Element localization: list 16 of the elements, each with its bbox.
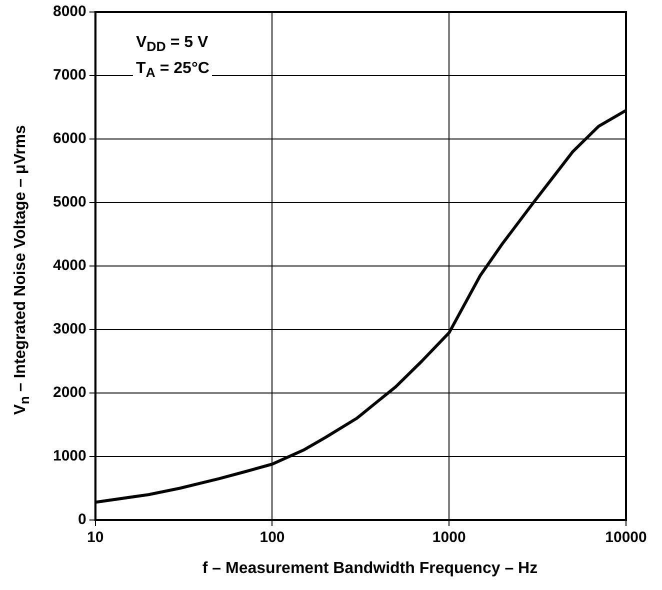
y-tick-label: 3000: [52, 320, 86, 338]
x-tick-label: 1000: [432, 529, 466, 546]
y-tick-label: 7000: [52, 66, 86, 84]
x-tick-label: 10000: [605, 529, 647, 546]
y-tick-label: 6000: [52, 130, 86, 148]
annotation: T$_{A}$ = 25°C: [133, 58, 212, 84]
y-tick-label: 0: [78, 511, 86, 528]
x-axis-title: f – Measurement Bandwidth Frequency – Hz: [202, 560, 538, 578]
x-tick-label: 100: [260, 529, 285, 546]
y-tick-label: 2000: [52, 384, 86, 402]
annotation: V$_{DD}$ = 5 V: [133, 32, 212, 58]
y-tick-label: 1000: [52, 448, 86, 465]
y-tick-label: 5000: [52, 194, 86, 211]
y-tick-label: 4000: [52, 257, 86, 274]
y-tick-label: 8000: [52, 3, 86, 20]
x-tick-label: 10: [87, 529, 104, 546]
